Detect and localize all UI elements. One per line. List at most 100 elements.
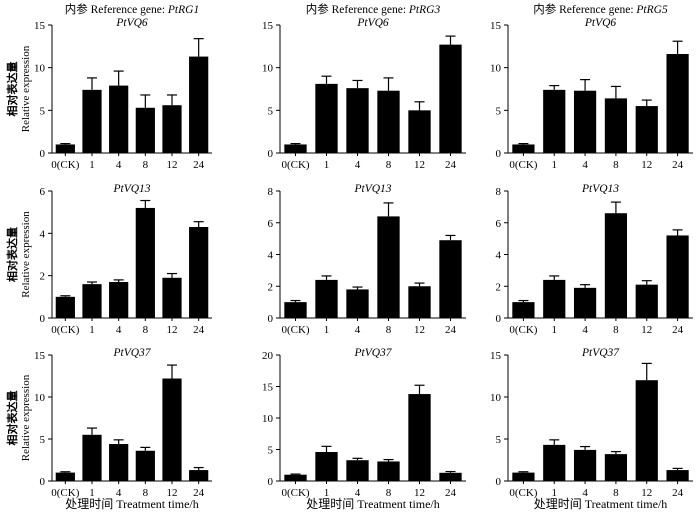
column-header-gene: PtRG3: [408, 4, 441, 16]
bar: [377, 90, 400, 153]
x-tick-label: 1: [89, 324, 95, 336]
y-tick-label: 15: [34, 20, 46, 32]
bar: [408, 394, 431, 481]
chart-panel: 0 5 10 15 0(CK) 1 4 8 12 24 PtVQ6 相对表达量Relative exp…: [5, 17, 212, 171]
bar: [82, 284, 102, 318]
panel-title: PtVQ6: [584, 17, 617, 29]
x-tick-label: 1: [552, 159, 558, 171]
bar: [377, 216, 400, 318]
x-tick-label: 0(CK): [509, 487, 537, 499]
bar: [189, 226, 209, 318]
bar: [346, 289, 369, 318]
x-tick-label: 4: [582, 324, 588, 336]
x-tick-label: 4: [116, 324, 122, 336]
x-tick-label: 4: [116, 159, 122, 171]
x-tick-label: 0(CK): [51, 324, 79, 336]
x-tick-label: 8: [613, 487, 619, 499]
x-tick-label: 8: [143, 324, 149, 336]
x-tick-label: 4: [355, 487, 361, 499]
bar: [135, 207, 155, 318]
y-tick-label: 15: [490, 350, 502, 362]
y-tick-label: 10: [490, 63, 502, 75]
y-tick-label: 0: [40, 476, 46, 488]
bar: [284, 302, 307, 318]
x-tick-label: 0(CK): [281, 324, 309, 336]
y-axis-label-en: Relative expression: [20, 374, 32, 461]
panel-title: PtVQ37: [112, 347, 151, 359]
x-tick-label: 0(CK): [509, 159, 537, 171]
bar: [543, 444, 566, 481]
x-tick-label: 8: [386, 159, 392, 171]
y-axis-label: 相对表达量Relative expression: [5, 45, 32, 132]
x-axis-label: 处理时间 Treatment time/h: [534, 497, 668, 511]
y-tick-label: 15: [34, 350, 46, 362]
y-tick-label: 5: [268, 105, 274, 117]
y-tick-label: 8: [496, 186, 502, 198]
y-tick-label: 15: [490, 20, 502, 32]
x-tick-label: 24: [672, 324, 684, 336]
x-tick-label: 0(CK): [51, 487, 79, 499]
x-tick-label: 0(CK): [509, 324, 537, 336]
column-header-2: 内参 Reference gene: PtRG3: [306, 2, 441, 16]
bar: [162, 105, 182, 153]
column-header-gene: PtRG5: [635, 4, 668, 16]
y-tick-label: 5: [496, 105, 502, 117]
x-tick-label: 12: [641, 159, 652, 171]
x-tick-label: 1: [552, 487, 558, 499]
x-tick-label: 1: [324, 159, 330, 171]
x-tick-label: 24: [445, 487, 457, 499]
bar: [635, 380, 658, 481]
y-tick-label: 2: [268, 281, 274, 293]
bar: [189, 56, 209, 153]
panel-title: PtVQ6: [356, 17, 389, 29]
y-tick-label: 0: [268, 476, 274, 488]
x-tick-label: 8: [613, 159, 619, 171]
y-tick-label: 0: [268, 148, 274, 160]
x-tick-label: 0(CK): [51, 159, 79, 171]
y-tick-label: 2: [40, 271, 46, 283]
x-tick-label: 24: [672, 487, 684, 499]
x-tick-label: 8: [613, 324, 619, 336]
y-axis-label-cn: 相对表达量: [5, 227, 19, 282]
y-tick-label: 6: [268, 218, 274, 230]
bar: [82, 434, 102, 481]
y-tick-label: 5: [40, 105, 46, 117]
y-tick-label: 0: [40, 148, 46, 160]
bar: [573, 287, 597, 318]
bar: [439, 240, 462, 318]
y-tick-label: 10: [262, 63, 274, 75]
bar: [162, 277, 182, 318]
y-tick-label: 4: [40, 228, 46, 240]
y-tick-label: 8: [268, 186, 274, 198]
y-tick-label: 10: [34, 63, 46, 75]
bar: [55, 296, 75, 318]
y-tick-label: 15: [262, 20, 274, 32]
chart-panel: 0 5 10 15 0(CK) 1 4 8 12 24 PtVQ6: [262, 17, 466, 171]
bar: [543, 279, 566, 318]
bar: [604, 98, 628, 153]
bar: [635, 106, 658, 153]
bar: [315, 452, 338, 481]
bar: [135, 107, 155, 153]
bar: [666, 235, 689, 318]
y-tick-label: 0: [40, 313, 46, 325]
bar: [109, 282, 129, 318]
bar: [604, 213, 628, 318]
x-tick-label: 4: [582, 487, 588, 499]
y-axis-label: 相对表达量Relative expression: [5, 211, 32, 298]
x-tick-label: 0(CK): [281, 487, 309, 499]
bar: [439, 44, 462, 154]
x-tick-label: 0(CK): [281, 159, 309, 171]
y-axis-label-en: Relative expression: [20, 45, 32, 132]
x-tick-label: 12: [167, 487, 178, 499]
bar: [315, 279, 338, 318]
y-tick-label: 5: [268, 445, 274, 457]
y-axis-label-en: Relative expression: [20, 211, 32, 298]
x-tick-label: 12: [167, 324, 178, 336]
chart-panel: 0 5 10 15 0(CK) 1 4 8 12 24 PtVQ37 处理时间 Treatment t…: [490, 347, 693, 511]
y-tick-label: 20: [262, 350, 274, 362]
bar: [109, 85, 129, 153]
x-tick-label: 8: [386, 487, 392, 499]
